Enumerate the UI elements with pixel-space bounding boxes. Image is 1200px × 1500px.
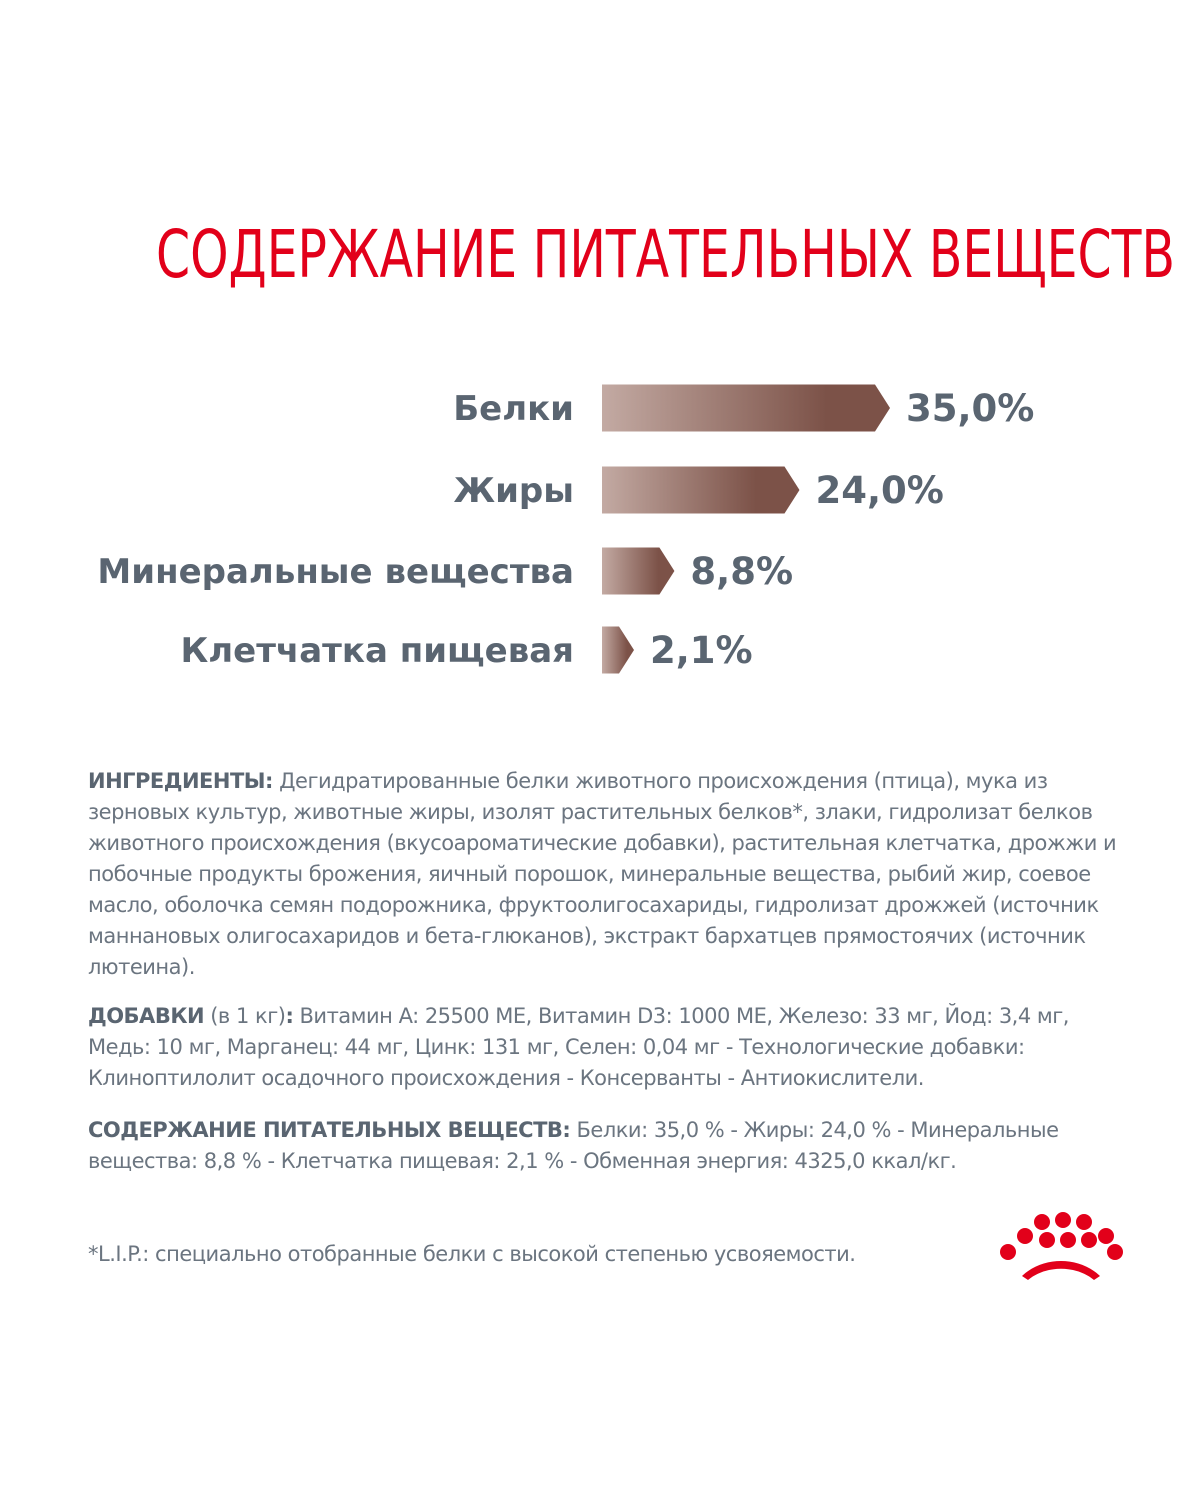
- additives-colon: :: [285, 1004, 294, 1028]
- nutrients-section: СОДЕРЖАНИЕ ПИТАТЕЛЬНЫХ ВЕЩЕСТВ: Белки: 3…: [88, 1115, 1128, 1177]
- additives-per-kg: (в 1 кг): [204, 1004, 286, 1028]
- nutrients-heading: СОДЕРЖАНИЕ ПИТАТЕЛЬНЫХ ВЕЩЕСТВ:: [88, 1118, 571, 1142]
- bar-category-label: Белки: [453, 389, 574, 429]
- ingredients-section: ИНГРЕДИЕНТЫ: Дегидратированные белки жив…: [88, 766, 1128, 983]
- ingredients-text: Дегидратированные белки животного происх…: [88, 769, 1117, 979]
- bar-value-label: 8,8%: [690, 550, 793, 593]
- royal-canin-crown-icon: [1000, 1212, 1123, 1280]
- page-title: СОДЕРЖАНИЕ ПИТАТЕЛЬНЫХ ВЕЩЕСТВ: [156, 216, 1175, 293]
- bar-value-label: 2,1%: [650, 629, 753, 672]
- footnote: *L.I.P.: специально отобранные белки с в…: [88, 1242, 856, 1266]
- bar-value-label: 35,0%: [906, 387, 1034, 430]
- bar-value-label: 24,0%: [815, 469, 943, 512]
- ingredients-heading: ИНГРЕДИЕНТЫ:: [88, 769, 273, 793]
- bar-category-label: Клетчатка пищевая: [180, 631, 574, 671]
- bar-category-label: Минеральные вещества: [97, 552, 574, 592]
- bar-3: [602, 547, 675, 595]
- additives-section: ДОБАВКИ (в 1 кг): Витамин A: 25500 МЕ, В…: [88, 1001, 1128, 1094]
- additives-text: Витамин A: 25500 МЕ, Витамин D3: 1000 МЕ…: [88, 1004, 1069, 1090]
- additives-heading: ДОБАВКИ: [88, 1004, 205, 1028]
- bar-1: [602, 384, 890, 432]
- bar-2: [602, 466, 800, 514]
- bar-4: [602, 626, 634, 674]
- bar-category-label: Жиры: [453, 471, 574, 511]
- nutrient-bar-chart: Белки 35,0% Жиры 24,0% Минеральные вещества 8…: [97, 384, 1034, 674]
- nutrients-text: Белки: 35,0 % - Жиры: 24,0 % - Минеральн…: [88, 1118, 1059, 1173]
